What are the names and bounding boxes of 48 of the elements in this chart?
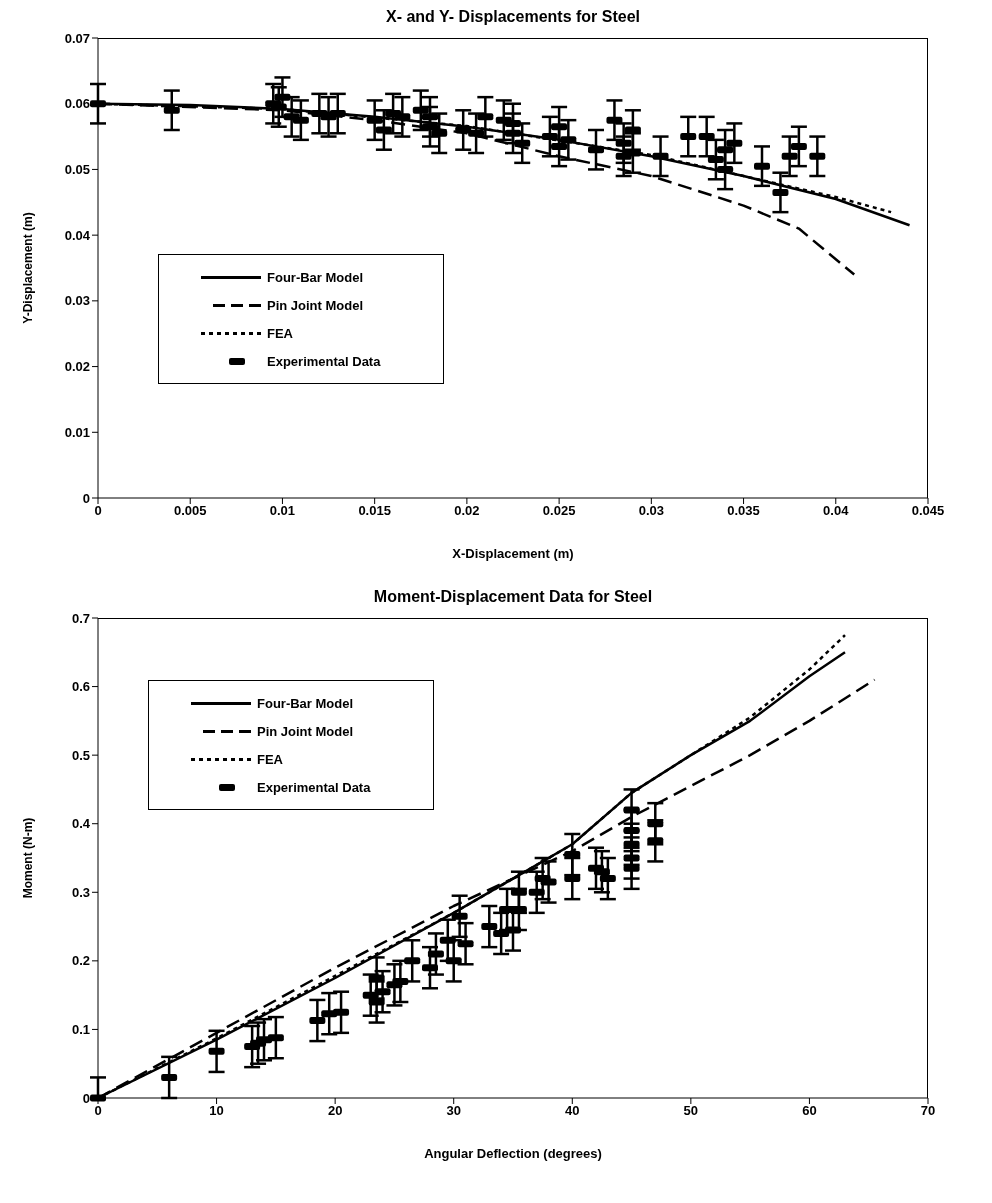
y-tick-label: 0.6: [71, 679, 90, 695]
x-tick-label: 50: [683, 1103, 699, 1119]
x-tick-label: 0.015: [358, 503, 391, 519]
x-tick-label: 0.04: [823, 503, 850, 519]
x-tick-label: 0.02: [454, 503, 480, 519]
x-tick-label: 0.035: [727, 503, 760, 519]
legend-label: Four-Bar Model: [257, 695, 354, 711]
legend-label: Four-Bar Model: [267, 269, 364, 285]
y-tick-label: 0.05: [64, 162, 90, 178]
x-axis-title: X-Displacement (m): [452, 546, 574, 561]
legend-label: Pin Joint Model: [267, 297, 364, 313]
x-tick-label: 10: [209, 1103, 224, 1119]
y-tick-label: 0.03: [64, 293, 90, 309]
x-tick-label: 0: [94, 503, 102, 519]
x-tick-label: 40: [565, 1103, 580, 1119]
x-tick-label: 60: [802, 1103, 817, 1119]
x-tick-label: 0.025: [542, 503, 576, 519]
y-axis-title: Y-Displacement (m): [21, 212, 36, 324]
chart-title: X- and Y- Displacements for Steel: [385, 8, 641, 26]
y-tick-label: 0: [82, 490, 90, 506]
y-axis-title: Moment (N-m): [21, 817, 36, 899]
x-tick-label: 0.01: [269, 503, 296, 519]
x-tick-label: 20: [327, 1103, 343, 1119]
x-tick-label: 30: [446, 1103, 461, 1119]
legend-label: FEA: [257, 751, 283, 767]
legend-label: Experimental Data: [257, 779, 371, 795]
x-tick-label: 0.03: [638, 503, 664, 519]
legend-label: Pin Joint Model: [257, 723, 354, 739]
y-tick-label: 0.5: [71, 747, 90, 763]
x-tick-label: 0: [94, 1103, 102, 1119]
x-tick-label: 0.005: [173, 503, 207, 519]
legend-label: Experimental Data: [267, 353, 381, 369]
y-tick-label: 0.3: [71, 884, 90, 900]
x-tick-label: 70: [920, 1103, 936, 1119]
y-tick-label: 0.01: [64, 424, 90, 440]
chart-title: Moment-Displacement Data for Steel: [372, 588, 654, 606]
y-tick-label: 0.4: [71, 816, 91, 832]
legend-label: FEA: [267, 325, 293, 341]
y-tick-label: 0.2: [71, 953, 90, 969]
y-tick-label: 0.1: [71, 1022, 90, 1038]
y-tick-label: 0.07: [64, 30, 90, 46]
y-tick-label: 0.04: [64, 227, 91, 243]
y-tick-label: 0.06: [64, 96, 90, 112]
y-tick-label: 0: [82, 1090, 90, 1106]
x-axis-title: Angular Deflection (degrees): [424, 1146, 602, 1161]
x-tick-label: 0.045: [911, 503, 945, 519]
y-tick-label: 0.7: [71, 610, 90, 626]
y-tick-label: 0.02: [64, 359, 90, 375]
